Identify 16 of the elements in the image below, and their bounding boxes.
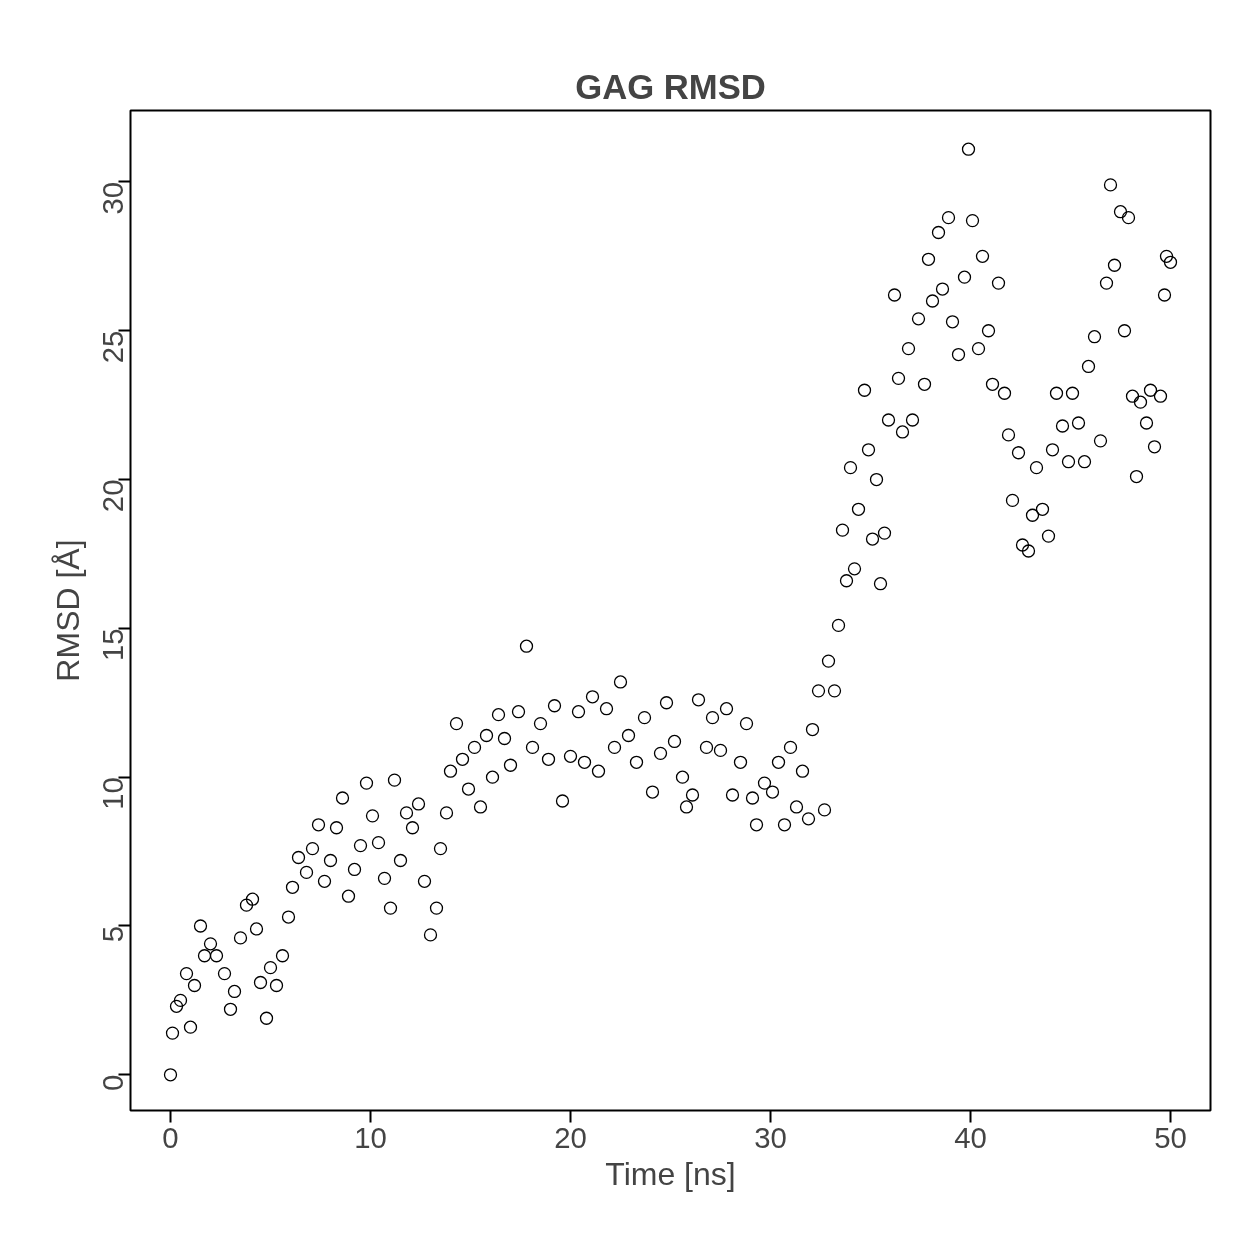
y-tick-label: 0 — [96, 1074, 130, 1092]
x-tick-label: 10 — [354, 1120, 387, 1154]
y-tick-label: 20 — [96, 479, 130, 513]
x-tick-label: 50 — [1154, 1120, 1187, 1154]
x-axis-title: Time [ns] — [605, 1155, 736, 1192]
y-tick-label: 5 — [96, 925, 130, 943]
y-tick-label: 30 — [96, 181, 130, 215]
y-tick-label: 15 — [96, 628, 130, 661]
x-tick-label: 20 — [554, 1120, 587, 1154]
y-tick-label: 10 — [96, 777, 130, 810]
y-axis-title: RMSD [Å] — [49, 539, 86, 682]
x-tick-label: 0 — [162, 1120, 179, 1154]
x-tick-label: 30 — [754, 1120, 787, 1154]
x-tick-label: 40 — [954, 1120, 987, 1154]
chart-title: GAG RMSD — [575, 67, 766, 106]
y-tick-label: 25 — [96, 330, 130, 364]
